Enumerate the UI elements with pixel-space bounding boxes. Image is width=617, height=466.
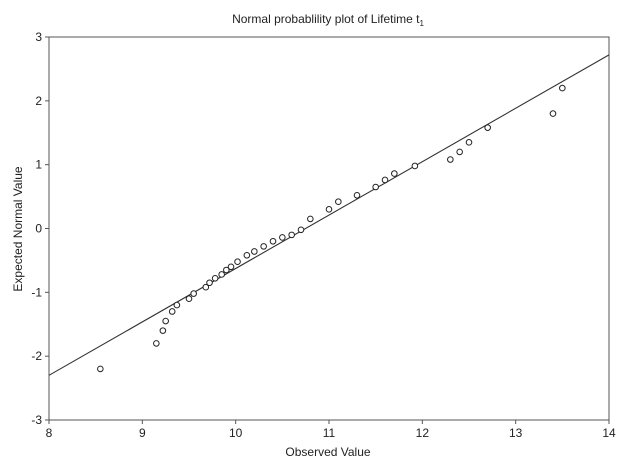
data-point: [234, 258, 241, 265]
frame-layer: [48, 36, 610, 421]
data-point: [97, 365, 104, 373]
y-axis-title: Expected Normal Value: [11, 166, 25, 292]
data-point: [269, 237, 277, 245]
y-tick-label: 3: [35, 30, 42, 44]
data-point: [391, 170, 398, 177]
fit-line: [48, 54, 610, 376]
y-tick-label: 2: [35, 94, 42, 108]
data-point: [162, 317, 169, 325]
data-point: [206, 279, 213, 287]
plot-frame: [48, 36, 610, 421]
chart-title-subscript: 1: [419, 19, 424, 28]
data-point: [288, 231, 295, 239]
x-tick-label: 14: [602, 426, 616, 440]
x-tick-label: 12: [416, 426, 430, 440]
data-point: [372, 183, 379, 191]
data-point: [465, 139, 473, 146]
data-points: [97, 84, 566, 373]
y-tick-label: 1: [35, 158, 42, 172]
data-point: [218, 271, 225, 278]
data-point: [353, 192, 361, 199]
y-tick-label: -3: [31, 413, 42, 427]
fit-line-layer: [48, 54, 610, 376]
x-tick-label: 9: [139, 426, 146, 440]
data-point: [211, 274, 219, 282]
data-point: [243, 252, 251, 259]
data-point: [168, 308, 176, 315]
data-point: [307, 215, 314, 223]
data-point: [381, 176, 389, 184]
x-tick-label: 10: [229, 426, 243, 440]
data-point: [456, 148, 463, 156]
data-point: [153, 340, 160, 347]
data-point: [484, 124, 491, 131]
data-point: [335, 198, 342, 205]
y-tick-label: -2: [31, 349, 42, 363]
x-tick-label: 8: [46, 426, 53, 440]
data-point: [251, 248, 258, 255]
data-point: [297, 226, 305, 234]
data-point: [223, 266, 230, 274]
y-axis-ticks: 3 2 1 0 -1 -2 -3: [31, 30, 49, 427]
data-point: [325, 206, 333, 213]
data-point: [260, 243, 267, 250]
data-point: [559, 84, 566, 92]
data-point: [185, 295, 193, 303]
y-tick-label: 0: [35, 222, 42, 236]
data-point: [279, 234, 286, 241]
y-tick-label: -1: [31, 285, 42, 299]
data-point: [202, 283, 210, 291]
data-point: [173, 301, 181, 309]
x-axis-ticks: 8 9 10 11 12 13 14: [46, 420, 616, 440]
data-point: [411, 162, 419, 170]
data-point: [227, 263, 235, 271]
x-axis-title: Observed Value: [285, 445, 370, 459]
chart-title-main: Normal probablility plot of Lifetime t: [232, 12, 420, 26]
data-point: [549, 110, 557, 117]
chart-title: Normal probablility plot of Lifetime t1: [232, 12, 424, 28]
data-point: [159, 327, 167, 334]
x-tick-label: 11: [323, 426, 336, 440]
x-tick-label: 13: [509, 426, 523, 440]
data-point: [190, 290, 197, 297]
data-point: [447, 156, 454, 163]
